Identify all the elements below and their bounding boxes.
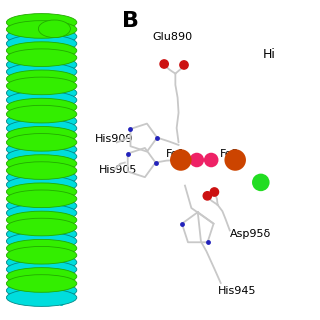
Point: [233, 157, 238, 163]
Ellipse shape: [6, 112, 77, 130]
Ellipse shape: [6, 77, 77, 95]
Ellipse shape: [6, 56, 77, 74]
Circle shape: [203, 192, 212, 200]
Text: His909: His909: [94, 134, 133, 144]
Ellipse shape: [6, 169, 77, 187]
Point: [258, 180, 263, 185]
Ellipse shape: [6, 105, 77, 123]
Text: Glu890: Glu890: [153, 32, 193, 42]
Ellipse shape: [6, 21, 77, 38]
Ellipse shape: [6, 253, 77, 271]
Text: B: B: [122, 11, 139, 31]
Ellipse shape: [6, 91, 77, 109]
Ellipse shape: [6, 42, 77, 60]
Ellipse shape: [6, 49, 77, 67]
Point: [209, 157, 214, 163]
Ellipse shape: [6, 148, 77, 165]
Ellipse shape: [6, 260, 77, 278]
Ellipse shape: [6, 282, 77, 299]
Ellipse shape: [6, 28, 77, 45]
Ellipse shape: [6, 119, 77, 137]
Text: deoxy: deoxy: [26, 293, 68, 306]
Ellipse shape: [6, 239, 77, 257]
Text: His905: His905: [99, 164, 138, 175]
Ellipse shape: [6, 140, 77, 158]
Ellipse shape: [6, 176, 77, 194]
Ellipse shape: [6, 211, 77, 229]
Ellipse shape: [38, 20, 70, 38]
Circle shape: [180, 61, 188, 69]
Text: Fe1: Fe1: [165, 149, 185, 159]
Ellipse shape: [6, 204, 77, 222]
Text: met: met: [26, 282, 53, 294]
Text: His945: His945: [218, 286, 256, 296]
Ellipse shape: [6, 84, 77, 102]
Text: Asp95δ: Asp95δ: [230, 229, 272, 239]
Ellipse shape: [6, 162, 77, 180]
Ellipse shape: [6, 190, 77, 208]
Ellipse shape: [6, 197, 77, 215]
Ellipse shape: [6, 63, 77, 81]
Ellipse shape: [6, 246, 77, 264]
Text: Hi: Hi: [262, 48, 275, 61]
Ellipse shape: [6, 70, 77, 88]
Ellipse shape: [6, 98, 77, 116]
Point: [194, 157, 199, 163]
Ellipse shape: [6, 218, 77, 236]
Ellipse shape: [6, 183, 77, 201]
Ellipse shape: [6, 126, 77, 144]
Ellipse shape: [6, 13, 77, 31]
Text: Fe2: Fe2: [220, 149, 240, 159]
Ellipse shape: [6, 155, 77, 172]
Ellipse shape: [6, 275, 77, 292]
Ellipse shape: [6, 133, 77, 151]
Ellipse shape: [6, 225, 77, 243]
Point: [178, 157, 183, 163]
Ellipse shape: [6, 268, 77, 285]
Circle shape: [160, 60, 168, 68]
Ellipse shape: [6, 289, 77, 307]
Ellipse shape: [6, 232, 77, 250]
Circle shape: [210, 188, 219, 196]
Ellipse shape: [6, 35, 77, 52]
